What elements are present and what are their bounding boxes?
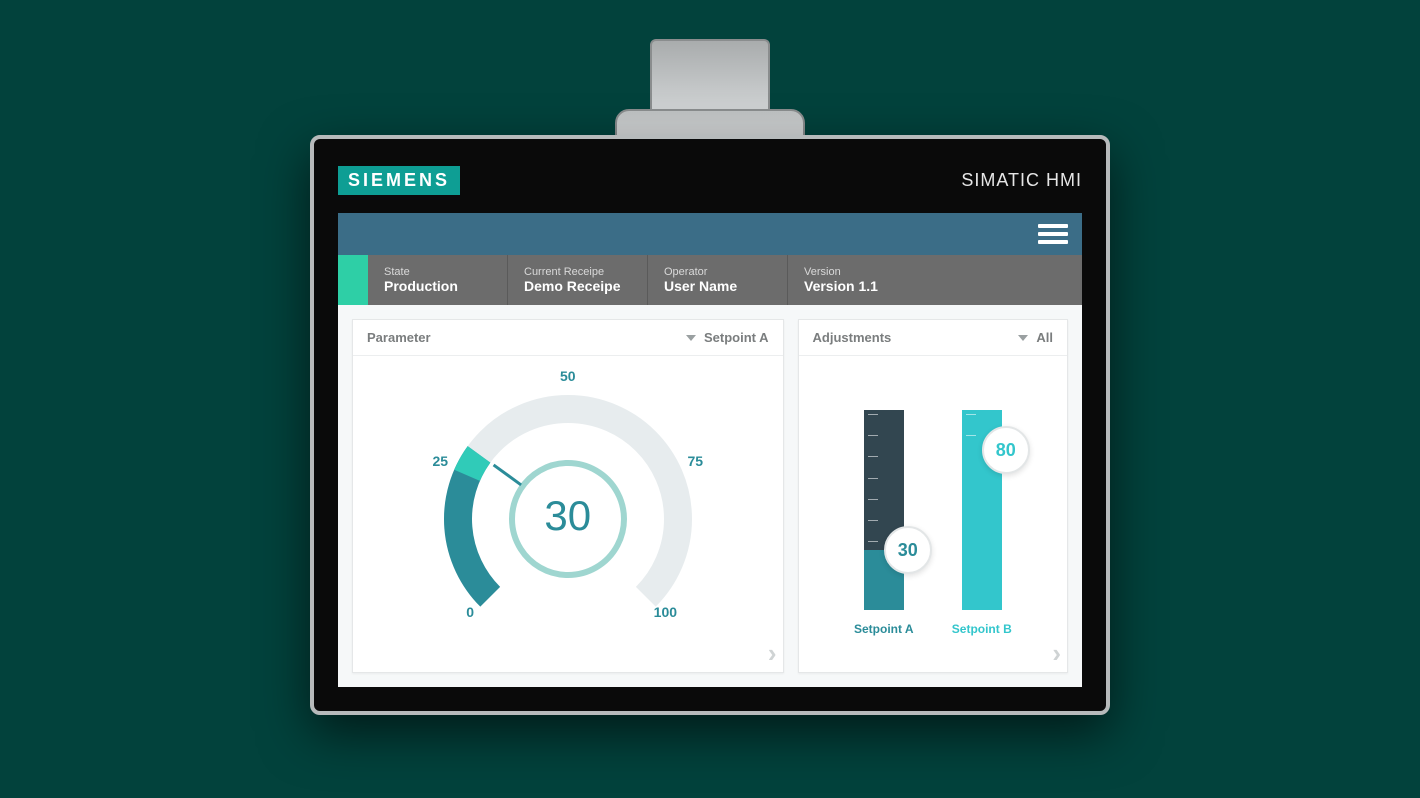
bar-label: Setpoint B [952, 622, 1012, 636]
chevron-down-icon[interactable] [1018, 335, 1028, 341]
bar-setpoint[interactable]: 80Setpoint B [947, 410, 1017, 636]
parameter-selected[interactable]: Setpoint A [704, 330, 769, 345]
status-operator[interactable]: Operator User Name [648, 255, 788, 305]
status-version[interactable]: Version Version 1.1 [788, 255, 928, 305]
bars-wrap: 30Setpoint A80Setpoint B [813, 370, 1053, 658]
parameter-panel: Parameter Setpoint A 30 0 25 50 75 100 › [352, 319, 784, 673]
parameter-title: Parameter [367, 330, 431, 345]
screen: State Production Current Receipe Demo Re… [338, 213, 1082, 687]
status-accent [338, 255, 368, 305]
navbar [338, 213, 1082, 255]
hmi-device: SIEMENS SIMATIC HMI State Production Cur… [310, 135, 1110, 715]
bar-setpoint[interactable]: 30Setpoint A [849, 410, 919, 636]
hamburger-menu-icon[interactable] [1038, 220, 1068, 248]
status-label: Operator [664, 266, 771, 278]
adjustments-selected[interactable]: All [1036, 330, 1053, 345]
gauge[interactable]: 30 0 25 50 75 100 [367, 370, 769, 658]
adjustments-panel-header: Adjustments All [799, 320, 1067, 356]
parameter-panel-body: 30 0 25 50 75 100 › [353, 356, 783, 672]
chevron-right-icon[interactable]: › [1052, 640, 1061, 666]
status-recipe[interactable]: Current Receipe Demo Receipe [508, 255, 648, 305]
bezel-top: SIEMENS SIMATIC HMI [338, 157, 1082, 203]
gauge-tick: 25 [432, 453, 448, 469]
status-value: Production [384, 278, 491, 294]
adjustments-panel-body: 30Setpoint A80Setpoint B › [799, 356, 1067, 672]
parameter-panel-header: Parameter Setpoint A [353, 320, 783, 356]
chevron-down-icon[interactable] [686, 335, 696, 341]
status-state[interactable]: State Production [368, 255, 508, 305]
gauge-tick: 75 [687, 453, 703, 469]
device-wrapper: SIEMENS SIMATIC HMI State Production Cur… [310, 39, 1110, 759]
adjustments-title: Adjustments [813, 330, 892, 345]
status-label: State [384, 266, 491, 278]
bar-value-badge: 80 [982, 426, 1030, 474]
gauge-tick: 0 [466, 604, 474, 620]
bar-label: Setpoint A [854, 622, 914, 636]
status-label: Current Receipe [524, 266, 631, 278]
status-value: Version 1.1 [804, 278, 912, 294]
gauge-tick: 100 [654, 604, 677, 620]
content-area: Parameter Setpoint A 30 0 25 50 75 100 › [338, 305, 1082, 687]
status-bar: State Production Current Receipe Demo Re… [338, 255, 1082, 305]
chevron-right-icon[interactable]: › [768, 640, 777, 666]
status-value: Demo Receipe [524, 278, 631, 294]
gauge-tick: 50 [560, 368, 576, 384]
gauge-value: 30 [544, 492, 591, 540]
adjustments-panel: Adjustments All 30Setpoint A80Setpoint B… [798, 319, 1068, 673]
status-label: Version [804, 266, 912, 278]
status-value: User Name [664, 278, 771, 294]
bar-value-badge: 30 [884, 526, 932, 574]
product-name: SIMATIC HMI [961, 170, 1082, 191]
brand-logo: SIEMENS [338, 166, 460, 195]
